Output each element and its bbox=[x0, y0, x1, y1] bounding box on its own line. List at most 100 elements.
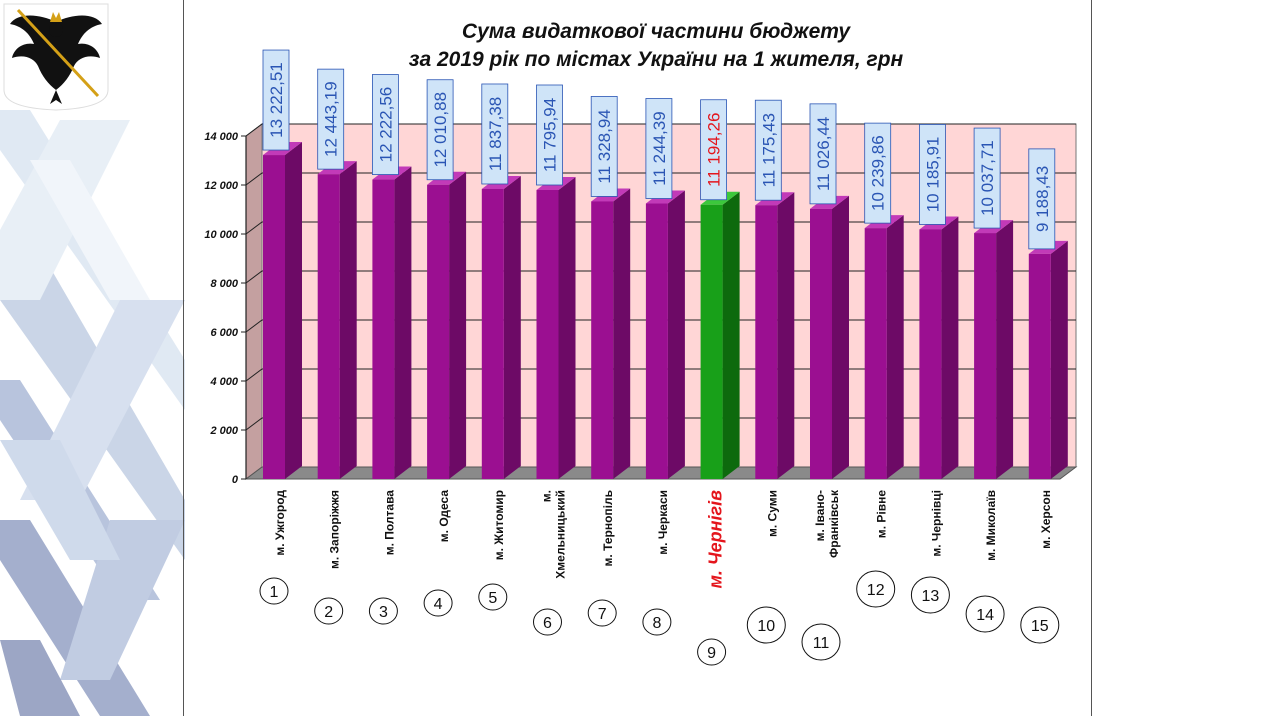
data-label: 11 244,39 bbox=[645, 98, 673, 199]
bar-side bbox=[832, 195, 849, 479]
bar-side bbox=[449, 171, 467, 479]
bar-front bbox=[810, 208, 832, 479]
bar-side bbox=[503, 175, 521, 479]
bar-front bbox=[427, 184, 450, 479]
gridline bbox=[245, 221, 1076, 235]
bar bbox=[263, 142, 302, 479]
x-tick-label: м. Запоріжжя bbox=[328, 490, 342, 569]
rank-circle: 9 bbox=[697, 638, 727, 666]
bar bbox=[536, 176, 576, 480]
data-label-text: 12 443,19 bbox=[322, 81, 341, 157]
rank-circle-shape bbox=[642, 608, 672, 636]
rank-circle-shape bbox=[368, 597, 398, 625]
data-label-text: 11 795,94 bbox=[541, 98, 560, 172]
bar-side bbox=[777, 192, 795, 479]
y-tick-label: 4 000 bbox=[209, 376, 238, 388]
x-tick-label-line: м. Рівне bbox=[875, 490, 889, 539]
rank-circle: 3 bbox=[368, 597, 398, 625]
rank-circle-shape bbox=[801, 623, 841, 661]
data-label-text: 9 188,43 bbox=[1033, 166, 1052, 232]
gridline bbox=[245, 172, 1076, 186]
data-label: 11 026,44 bbox=[809, 103, 837, 205]
bar-side bbox=[886, 215, 904, 480]
bar-front bbox=[700, 204, 723, 479]
data-label: 11 795,94 bbox=[536, 84, 563, 186]
data-label-text: 11 175,43 bbox=[759, 113, 778, 187]
rank-circle: 11 bbox=[801, 623, 841, 661]
rank-circle-shape bbox=[259, 577, 289, 605]
data-label-box bbox=[1028, 148, 1056, 250]
data-label: 10 185,91 bbox=[919, 124, 946, 225]
x-tick-label: м. Житомир bbox=[492, 490, 506, 560]
rank-circle: 1 bbox=[259, 577, 289, 605]
decorative-background-stripes bbox=[0, 110, 185, 716]
plot-side-wall bbox=[245, 123, 263, 480]
x-tick-label-line: м. Одеса bbox=[437, 490, 451, 543]
rank-circle-shape bbox=[910, 576, 950, 614]
gridline bbox=[245, 368, 1076, 382]
data-label-box bbox=[426, 79, 454, 181]
data-label: 12 010,88 bbox=[426, 79, 454, 181]
rank-number: 14 bbox=[976, 607, 994, 624]
data-label-box bbox=[973, 127, 1001, 229]
data-label: 10 239,86 bbox=[864, 122, 892, 224]
rank-number: 2 bbox=[324, 604, 333, 621]
rank-number: 7 bbox=[598, 606, 607, 623]
rank-circle-shape bbox=[533, 608, 562, 636]
x-tick-label-line: м. Житомир bbox=[492, 490, 506, 560]
chart-subtitle: за 2019 рік по містах України на 1 жител… bbox=[409, 48, 904, 71]
x-tick-label-line: м. Миколаїв bbox=[984, 490, 998, 561]
y-tick-label: 0 bbox=[232, 474, 239, 486]
gridline bbox=[245, 417, 1076, 431]
bar-side bbox=[941, 216, 959, 480]
x-tick-label: м. Рівне bbox=[875, 490, 889, 539]
data-label-box bbox=[919, 124, 946, 225]
bar-side bbox=[996, 220, 1014, 479]
bar-side bbox=[394, 166, 412, 479]
data-label: 11 328,94 bbox=[590, 96, 618, 197]
data-label-box bbox=[645, 98, 673, 199]
x-tick-label: м. Чернігів bbox=[706, 490, 726, 589]
data-label: 12 222,56 bbox=[371, 74, 399, 175]
rank-circle: 2 bbox=[314, 597, 344, 625]
data-label-text: 11 026,44 bbox=[814, 117, 833, 191]
data-label-box bbox=[481, 83, 509, 185]
bar bbox=[591, 188, 631, 479]
bar bbox=[317, 161, 357, 479]
x-tick-label-line: м. Полтава bbox=[382, 490, 396, 556]
bar-front bbox=[919, 229, 942, 479]
x-tick-label: м. Полтава bbox=[382, 490, 396, 556]
slide-left-border bbox=[183, 0, 184, 716]
data-label: 12 443,19 bbox=[317, 68, 345, 170]
x-tick-label-line: Хмельницький bbox=[554, 490, 568, 579]
x-tick-label-line: Франківськ bbox=[827, 489, 841, 558]
bar-front bbox=[864, 228, 887, 479]
x-tick-label-line: м. Чернівці bbox=[929, 490, 943, 557]
x-tick-label: м. Суми bbox=[765, 490, 779, 537]
bar-front bbox=[536, 189, 559, 480]
rank-circle-shape bbox=[965, 595, 1005, 633]
rank-circle-shape bbox=[746, 606, 786, 644]
x-tick-label: м. Миколаїв bbox=[984, 490, 998, 561]
bar bbox=[1028, 240, 1068, 479]
gridlines bbox=[245, 123, 1076, 431]
x-tick-label-line: м. bbox=[540, 490, 554, 502]
rank-number: 1 bbox=[270, 584, 279, 601]
y-tick-label: 8 000 bbox=[210, 278, 238, 290]
x-tick-label: м. Одеса bbox=[437, 490, 451, 543]
x-axis-labels: м. Ужгород м. Запоріжжя м. Полтава м. Одеса… bbox=[273, 489, 1053, 588]
x-tick-label-line: м. Чернігів bbox=[706, 490, 726, 589]
y-tick-label: 12 000 bbox=[204, 180, 239, 192]
bar bbox=[919, 216, 959, 480]
x-tick-label-line: м. Херсон bbox=[1039, 490, 1053, 549]
rank-circle: 8 bbox=[642, 608, 672, 636]
data-label-box bbox=[371, 74, 399, 175]
bar bbox=[755, 192, 795, 479]
bar-front bbox=[645, 203, 668, 479]
data-label-box bbox=[536, 84, 563, 186]
bar bbox=[810, 195, 849, 479]
rank-circle: 13 bbox=[910, 576, 950, 614]
x-tick-label-line: м. Черкаси bbox=[656, 490, 670, 555]
data-label-text: 10 037,71 bbox=[978, 140, 997, 216]
gridline bbox=[245, 319, 1076, 333]
